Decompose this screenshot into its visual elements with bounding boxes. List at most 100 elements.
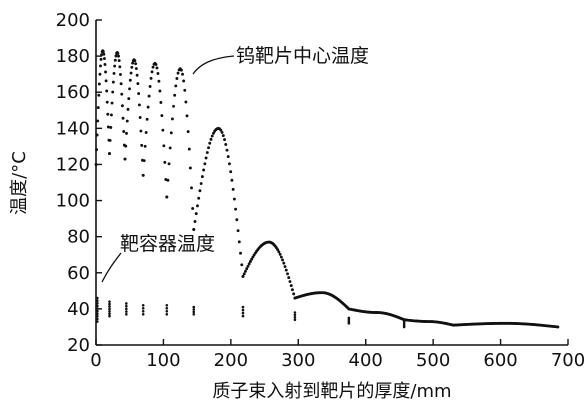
x-tick-label: 600 xyxy=(483,350,517,371)
center-temp-point xyxy=(140,143,144,147)
container-temp-point xyxy=(108,310,111,313)
y-tick-label: 100 xyxy=(56,191,90,212)
center-temp-point xyxy=(134,67,138,70)
center-temp-point xyxy=(129,71,133,75)
center-temp-point xyxy=(122,130,126,133)
center-temp-point xyxy=(126,107,130,111)
annotations: 钨靶片中心温度 靶容器温度 xyxy=(101,45,369,283)
annotation-leader-center xyxy=(192,55,235,75)
container-temp-point xyxy=(293,318,297,322)
center-temp-point xyxy=(240,263,244,267)
center-temp-point xyxy=(116,51,120,55)
center-temp-point xyxy=(112,71,116,75)
center-temp-point xyxy=(118,65,122,69)
container-temp-point xyxy=(96,312,99,316)
container-temp-point xyxy=(347,320,351,323)
center-temp-point xyxy=(149,76,153,80)
container-temp-point xyxy=(108,307,111,311)
center-temp-point xyxy=(278,252,282,256)
center-temp-point xyxy=(279,255,283,259)
center-temp-point xyxy=(111,90,115,94)
center-temp-point xyxy=(250,257,254,261)
axes xyxy=(95,20,568,346)
center-temp-point xyxy=(172,104,175,108)
container-temp-point xyxy=(108,312,111,316)
container-temp-point xyxy=(241,314,245,318)
container-temp-point xyxy=(402,320,406,323)
center-temp-point xyxy=(148,85,152,88)
center-temp-point xyxy=(163,160,167,164)
center-temp-point xyxy=(113,58,117,62)
center-temp-point xyxy=(119,73,122,76)
container-temp-point xyxy=(96,307,99,310)
center-temp-point xyxy=(232,197,236,201)
center-temp-point xyxy=(96,119,100,123)
container-temp-point xyxy=(347,322,351,325)
center-temp-point xyxy=(96,106,100,110)
center-temp-point xyxy=(198,189,202,193)
center-temp-point xyxy=(101,50,105,54)
container-temp-point xyxy=(192,305,196,309)
center-temp-point xyxy=(125,131,128,135)
center-temp-point xyxy=(170,117,174,121)
center-temp-point xyxy=(97,82,101,86)
container-temp-point xyxy=(192,313,196,316)
center-temp-point xyxy=(187,147,191,151)
x-tick-label: 400 xyxy=(349,350,383,371)
center-temp-point xyxy=(200,175,204,179)
center-temp-point xyxy=(94,162,98,166)
center-temp-point xyxy=(199,182,203,185)
y-tick-label: 160 xyxy=(56,82,90,103)
center-temp-point xyxy=(117,59,121,63)
center-temp-point xyxy=(103,63,107,66)
center-temp-point xyxy=(287,276,291,280)
container-temp-point xyxy=(347,316,351,320)
center-temp-point xyxy=(226,155,230,159)
center-temp-point xyxy=(190,186,193,190)
center-temp-point xyxy=(136,82,140,86)
center-temp-point xyxy=(235,218,239,222)
center-temp-point xyxy=(207,146,210,150)
center-temp-point xyxy=(221,134,225,138)
container-temp-point xyxy=(402,322,406,325)
container-temp-point xyxy=(347,318,351,322)
center-temp-point xyxy=(135,73,139,77)
center-temp-point xyxy=(102,52,106,56)
center-temp-point xyxy=(104,70,108,74)
container-temp-point xyxy=(96,309,99,313)
container-temp-point xyxy=(165,306,169,310)
center-temp-point xyxy=(247,262,251,266)
center-temp-point xyxy=(173,93,177,97)
center-temp-point xyxy=(154,63,158,66)
container-temp-point xyxy=(96,315,99,318)
center-temp-point xyxy=(220,130,224,134)
container-temp-point xyxy=(141,310,145,313)
center-temp-point xyxy=(168,146,172,150)
center-temp-point xyxy=(106,112,110,116)
center-temp-point xyxy=(105,100,109,104)
center-temp-point xyxy=(150,70,154,74)
center-temp-point xyxy=(155,66,159,70)
container-temp-point xyxy=(402,323,406,327)
center-temp-point xyxy=(97,93,101,97)
annotation-center-temperature: 钨靶片中心温度 xyxy=(236,45,369,67)
center-temp-point xyxy=(244,269,247,273)
center-temp-point xyxy=(276,248,280,252)
center-temp-point xyxy=(281,258,284,262)
center-temp-point xyxy=(230,178,234,182)
y-axis-title: 温度/°C xyxy=(9,151,30,215)
container-temp-point xyxy=(241,305,245,309)
center-temp-point xyxy=(229,170,233,174)
center-temp-point xyxy=(182,79,186,83)
center-temp-point xyxy=(106,125,110,129)
container-temp-point xyxy=(192,308,196,311)
container-temp-point xyxy=(125,307,128,311)
series-target-container-temperature xyxy=(96,296,406,329)
center-temp-point xyxy=(141,173,145,177)
center-temp-point xyxy=(205,151,209,155)
center-temp-point xyxy=(104,79,108,83)
y-tick-label: 80 xyxy=(67,227,90,248)
center-temp-point xyxy=(121,116,125,120)
center-temp-point xyxy=(157,79,161,83)
